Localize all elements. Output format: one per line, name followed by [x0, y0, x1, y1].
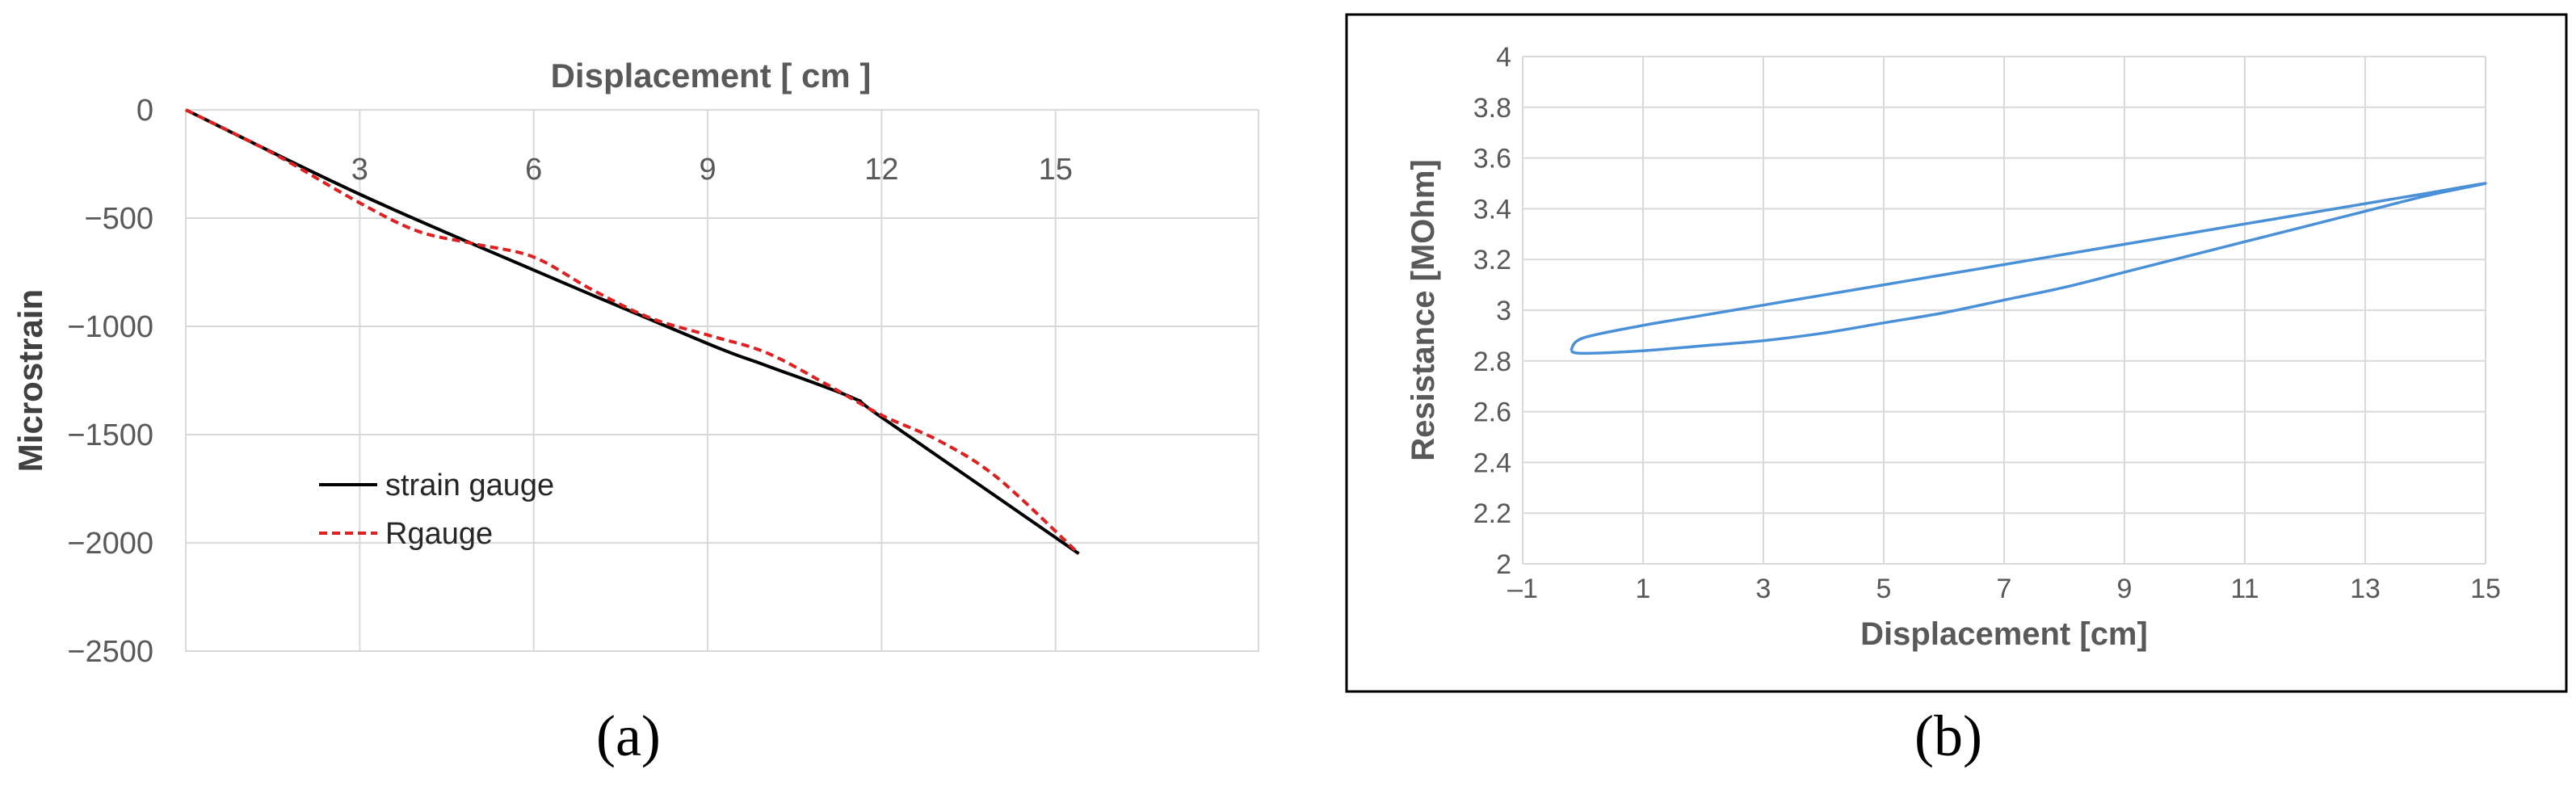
chart-b-svg: 22.22.42.62.833.23.43.63.84–1 1 3 5 7 9 11 13 15…	[1345, 13, 2568, 693]
x-tick-label: 15	[1039, 153, 1073, 187]
chart-panel-b: 2 2.2 2.4 2.6 2.8 3 3.2 3.4 3.6 3.8 4 –1 1 3 5 7 9 11 13 15…	[1288, 0, 2576, 786]
y-axis-title: Resistance [MOhm]	[1406, 159, 1441, 460]
y-tick-label: −2500	[67, 635, 153, 669]
x-tick-label: 13	[2350, 574, 2381, 604]
x-tick-label: 5	[1876, 574, 1892, 604]
y-tick-label: 3.6	[1473, 144, 1511, 174]
x-tick-label: 3	[1756, 574, 1771, 604]
series-line-rgauge	[185, 108, 1080, 555]
x-tick-label: 7	[1997, 574, 2012, 604]
y-tick-label: 2.8	[1473, 347, 1511, 377]
y-tick-label: 3.4	[1473, 194, 1511, 225]
chart-b-border	[1345, 13, 2568, 693]
y-tick-label: −2000	[67, 527, 153, 561]
x-axis-title: Displacement [cm]	[1860, 616, 2148, 652]
plot-frame	[185, 109, 1259, 652]
y-tick-label: 0	[137, 94, 153, 128]
x-tick-label: –1	[1507, 574, 1538, 604]
series-line-strain-gauge	[185, 108, 1080, 556]
y-tick-label: −500	[84, 202, 153, 236]
y-tick-label: 2.2	[1473, 498, 1511, 529]
caption-b: (b)	[1914, 704, 1982, 768]
y-tick-label: 2.6	[1473, 397, 1511, 428]
y-tick-label: 3.8	[1473, 93, 1511, 124]
y-tick-label: 2.4	[1473, 448, 1511, 478]
chart-a-svg: 0 −500 −1000 −1500 −2000 −2500 3 6 9 12 15 Displace…	[11, 57, 1259, 669]
y-tick-label: 2	[1496, 549, 1511, 580]
chart-panel-a: 0 −500 −1000 −1500 −2000 −2500 3 6 9 12 15 Displace…	[11, 57, 1259, 669]
x-tick-label: 3	[351, 153, 368, 187]
legend-label: strain gauge	[385, 469, 554, 502]
x-tick-label: 1	[1636, 574, 1651, 604]
legend-label: Rgauge	[385, 517, 493, 551]
y-tick-label: −1000	[67, 310, 153, 344]
y-tick-label: 4	[1496, 42, 1511, 73]
x-tick-label: 9	[699, 153, 716, 187]
x-axis-title: Displacement [ cm ]	[551, 57, 872, 95]
y-tick-label: 3	[1496, 296, 1511, 326]
y-tick-label: 3.2	[1473, 245, 1511, 275]
x-tick-label: 9	[2117, 574, 2133, 604]
x-tick-label: 12	[864, 153, 898, 187]
x-tick-label: 11	[2230, 574, 2259, 604]
x-tick-label: 15	[2470, 574, 2501, 604]
y-axis-title: Microstrain	[11, 289, 49, 472]
x-tick-label: 6	[525, 153, 542, 187]
y-tick-label: −1500	[67, 418, 153, 452]
caption-a: (a)	[596, 704, 661, 768]
series-line-resistance	[1570, 182, 2487, 355]
